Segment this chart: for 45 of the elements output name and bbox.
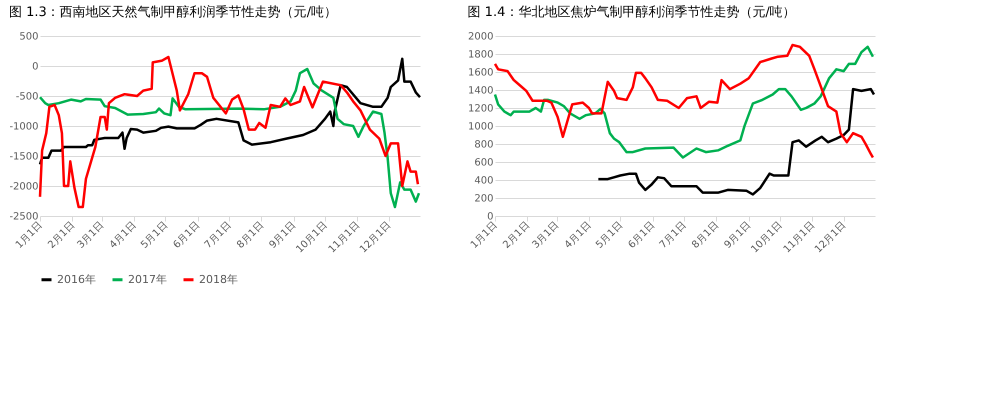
y-tick-label: 600 [474,158,494,168]
y-tick-label: 0 [32,62,38,72]
x-tick-label: 1月1日 [14,220,45,251]
y-tick-label: -2500 [9,212,38,222]
legend-label: 2016年 [57,272,96,286]
y-tick-label: -1500 [9,152,38,162]
chart-title: 图 1.3：西南地区天然气制甲醇利润季节性走势（元/吨） [8,5,338,20]
y-tick-label: -2000 [9,182,38,192]
chart-title: 图 1.4：华北地区焦炉气制甲醇利润季节性走势（元/吨） [468,5,796,20]
x-tick-label: 10月1日 [294,220,330,256]
y-tick-label: 2000 [468,32,494,42]
x-tick-label: 5月1日 [139,220,170,251]
x-tick-label: 5月1日 [594,220,626,251]
x-tick-label: 4月1日 [562,220,594,251]
y-tick-label: 800 [474,140,494,150]
x-tick-label: 8月1日 [235,220,266,251]
y-tick-label: 1600 [468,68,494,78]
y-tick-label: -500 [16,92,38,102]
x-tick-label: 8月1日 [690,220,722,251]
legend-label: 2017年 [128,272,167,286]
x-tick-label: 2月1日 [501,220,532,251]
x-tick-label: 7月1日 [202,220,234,251]
x-tick-label: 2月1日 [46,220,78,251]
y-tick-label: 0 [487,212,494,222]
x-tick-label: 6月1日 [626,220,658,251]
x-tick-label: 12月1日 [358,220,394,256]
y-tick-label: 200 [474,194,494,204]
x-tick-label: 4月1日 [108,220,139,251]
y-tick-label: 1000 [468,122,494,132]
y-tick-label: 1800 [468,50,494,60]
x-tick-label: 1月1日 [468,220,500,251]
y-tick-label: 500 [19,32,38,42]
x-tick-label: 3月1日 [75,220,106,251]
x-tick-label: 3月1日 [530,220,562,251]
x-tick-label: 7月1日 [658,220,689,251]
y-tick-label: 1200 [468,104,494,114]
y-tick-label: 1400 [468,86,494,96]
line-series [38,58,422,166]
x-tick-label: 10月1日 [749,220,785,256]
x-tick-label: 6月1日 [171,220,202,251]
y-tick-label: 400 [474,176,494,186]
x-tick-label: 12月1日 [813,220,848,256]
legend-label: 2018年 [199,272,238,286]
y-tick-label: -1000 [9,122,38,132]
line-series [597,88,876,196]
